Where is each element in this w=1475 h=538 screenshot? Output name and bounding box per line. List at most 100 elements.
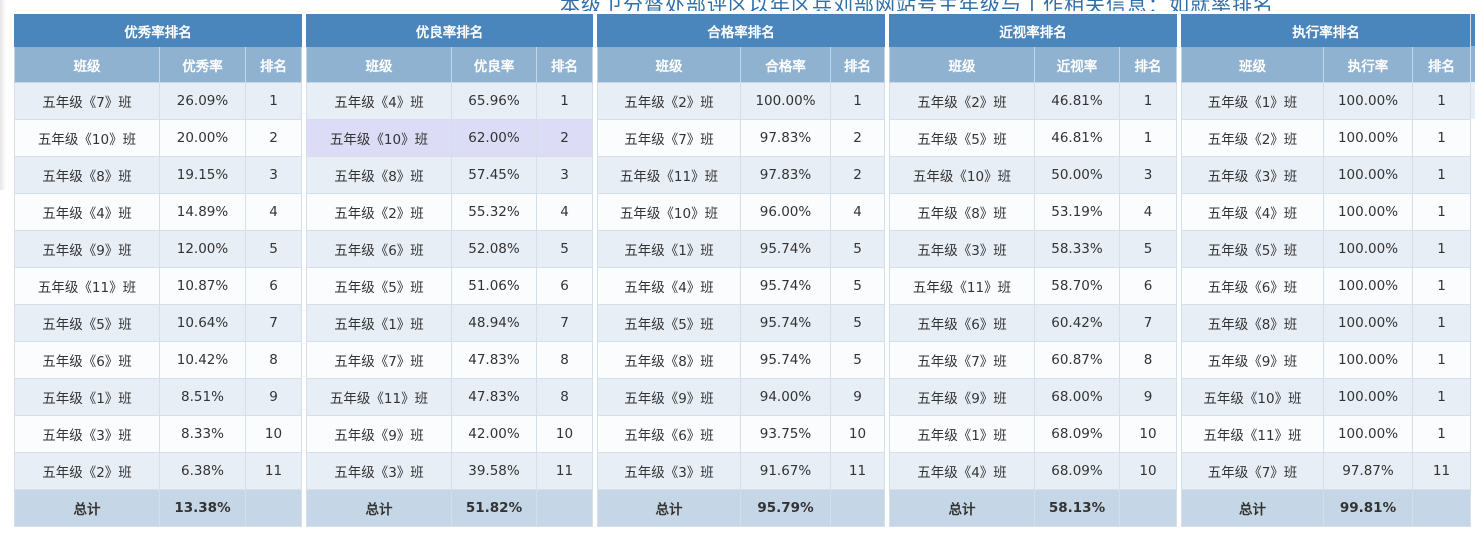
rank-cell: 1	[1411, 119, 1472, 157]
rank-cell: 8	[535, 341, 594, 379]
class-cell: 五年级《11》班	[14, 267, 160, 305]
rate-cell: 97.87%	[1323, 452, 1413, 490]
table-row[interactable]: 五年级《8》班 57.45% 3	[306, 156, 594, 194]
rank-cell: 1	[1411, 304, 1472, 342]
rate-column-header[interactable]: 优秀率	[159, 46, 246, 83]
table-row[interactable]: 五年级《9》班 12.00% 5	[14, 230, 303, 268]
class-column-header[interactable]: 班级	[597, 46, 741, 83]
table-row[interactable]: 五年级《1》班 100.00% 1	[1181, 82, 1472, 120]
table-row[interactable]: 五年级《3》班 8.33% 10	[14, 415, 303, 453]
class-cell: 五年级《2》班	[889, 82, 1035, 120]
table-row[interactable]: 五年级《10》班 20.00% 2	[14, 119, 303, 157]
class-cell: 五年级《8》班	[306, 156, 452, 194]
table-row[interactable]: 五年级《2》班 6.38% 11	[14, 452, 303, 490]
class-cell: 五年级《2》班	[597, 82, 741, 120]
rate-column-header[interactable]: 优良率	[451, 46, 537, 83]
class-cell: 五年级《11》班	[597, 156, 741, 194]
table-row[interactable]: 五年级《7》班 60.87% 8	[889, 341, 1178, 379]
table-row[interactable]: 五年级《10》班 96.00% 4	[597, 193, 886, 231]
table-row[interactable]: 五年级《5》班 46.81% 1	[889, 119, 1178, 157]
rank-cell: 6	[1118, 267, 1178, 305]
rank-column-header[interactable]: 排名	[829, 46, 886, 83]
table-row[interactable]: 五年级《3》班 39.58% 11	[306, 452, 594, 490]
table-row[interactable]: 五年级《11》班 100.00% 1	[1181, 415, 1472, 453]
class-cell: 五年级《6》班	[14, 341, 160, 379]
rate-column-header[interactable]: 执行率	[1323, 46, 1413, 83]
table-row[interactable]: 五年级《2》班 46.81% 1	[889, 82, 1178, 120]
table-row[interactable]: 五年级《10》班 100.00% 1	[1181, 378, 1472, 416]
table-row[interactable]: 五年级《3》班 100.00% 1	[1181, 156, 1472, 194]
table-row[interactable]: 五年级《11》班 10.87% 6	[14, 267, 303, 305]
rank-cell: 10	[1118, 452, 1178, 490]
table-row[interactable]: 五年级《1》班 48.94% 7	[306, 304, 594, 342]
table-row[interactable]: 五年级《4》班 100.00% 1	[1181, 193, 1472, 231]
rate-cell: 100.00%	[1323, 156, 1413, 194]
class-column-header[interactable]: 班级	[889, 46, 1035, 83]
table-row[interactable]: 五年级《5》班 95.74% 5	[597, 304, 886, 342]
table-row[interactable]: 五年级《9》班 42.00% 10	[306, 415, 594, 453]
table-row[interactable]: 五年级《10》班 62.00% 2	[306, 119, 594, 157]
rank-column-header[interactable]: 排名	[244, 46, 303, 83]
rate-column-header[interactable]: 近视率	[1034, 46, 1120, 83]
rate-cell: 20.00%	[159, 119, 246, 157]
class-column-header[interactable]: 班级	[306, 46, 452, 83]
table-row[interactable]: 五年级《4》班 14.89% 4	[14, 193, 303, 231]
rate-cell: 46.81%	[1034, 82, 1120, 120]
table-row[interactable]: 五年级《5》班 100.00% 1	[1181, 230, 1472, 268]
class-column-header[interactable]: 班级	[14, 46, 160, 83]
table-row[interactable]: 五年级《9》班 94.00% 9	[597, 378, 886, 416]
table-row[interactable]: 五年级《8》班 95.74% 5	[597, 341, 886, 379]
table-row[interactable]: 五年级《6》班 60.42% 7	[889, 304, 1178, 342]
table-row[interactable]: 五年级《6》班 10.42% 8	[14, 341, 303, 379]
table-row[interactable]: 五年级《2》班 55.32% 4	[306, 193, 594, 231]
table-row[interactable]: 五年级《7》班 47.83% 8	[306, 341, 594, 379]
total-row: 总计 13.38%	[14, 489, 303, 527]
table-row[interactable]: 五年级《2》班 100.00% 1	[1181, 119, 1472, 157]
table-row[interactable]: 五年级《2》班 100.00% 1	[597, 82, 886, 120]
rate-cell: 100.00%	[1323, 267, 1413, 305]
rank-cell: 11	[829, 452, 886, 490]
table-row[interactable]: 五年级《3》班 58.33% 5	[889, 230, 1178, 268]
class-cell: 五年级《9》班	[306, 415, 452, 453]
rank-cell: 10	[829, 415, 886, 453]
rank-column-header[interactable]: 排名	[535, 46, 594, 83]
table-row[interactable]: 五年级《4》班 65.96% 1	[306, 82, 594, 120]
table-row[interactable]: 五年级《4》班 68.09% 10	[889, 452, 1178, 490]
table-row[interactable]: 五年级《11》班 47.83% 8	[306, 378, 594, 416]
table-row[interactable]: 五年级《4》班 95.74% 5	[597, 267, 886, 305]
table-row[interactable]: 五年级《5》班 51.06% 6	[306, 267, 594, 305]
table-row[interactable]: 五年级《11》班 97.83% 2	[597, 156, 886, 194]
table-row[interactable]: 五年级《10》班 50.00% 3	[889, 156, 1178, 194]
rate-cell: 100.00%	[1323, 415, 1413, 453]
class-cell: 五年级《10》班	[14, 119, 160, 157]
table-row[interactable]: 五年级《11》班 58.70% 6	[889, 267, 1178, 305]
table-row[interactable]: 五年级《1》班 95.74% 5	[597, 230, 886, 268]
table-row[interactable]: 五年级《6》班 52.08% 5	[306, 230, 594, 268]
table-row[interactable]: 五年级《5》班 10.64% 7	[14, 304, 303, 342]
table-row[interactable]: 五年级《7》班 97.87% 11	[1181, 452, 1472, 490]
table-row[interactable]: 五年级《9》班 68.00% 9	[889, 378, 1178, 416]
total-row: 总计 99.81%	[1181, 489, 1472, 527]
table-row[interactable]: 五年级《7》班 97.83% 2	[597, 119, 886, 157]
table-row[interactable]: 五年级《1》班 68.09% 10	[889, 415, 1178, 453]
table-row[interactable]: 五年级《6》班 93.75% 10	[597, 415, 886, 453]
table-row[interactable]: 五年级《3》班 91.67% 11	[597, 452, 886, 490]
rank-cell: 5	[829, 304, 886, 342]
table-row[interactable]: 五年级《6》班 100.00% 1	[1181, 267, 1472, 305]
rank-cell: 2	[244, 119, 303, 157]
class-column-header[interactable]: 班级	[1181, 46, 1324, 83]
class-cell: 五年级《3》班	[306, 452, 452, 490]
rate-column-header[interactable]: 合格率	[740, 46, 831, 83]
rank-column-header[interactable]: 排名	[1411, 46, 1472, 83]
table-row[interactable]: 五年级《8》班 53.19% 4	[889, 193, 1178, 231]
table-row[interactable]: 五年级《7》班 26.09% 1	[14, 82, 303, 120]
rank-column-header[interactable]: 排名	[1118, 46, 1178, 83]
table-row[interactable]: 五年级《9》班 100.00% 1	[1181, 341, 1472, 379]
class-cell: 五年级《11》班	[1181, 415, 1324, 453]
rate-cell: 10.64%	[159, 304, 246, 342]
class-cell: 五年级《4》班	[306, 82, 452, 120]
table-row[interactable]: 五年级《8》班 19.15% 3	[14, 156, 303, 194]
rate-cell: 42.00%	[451, 415, 537, 453]
table-row[interactable]: 五年级《8》班 100.00% 1	[1181, 304, 1472, 342]
table-row[interactable]: 五年级《1》班 8.51% 9	[14, 378, 303, 416]
